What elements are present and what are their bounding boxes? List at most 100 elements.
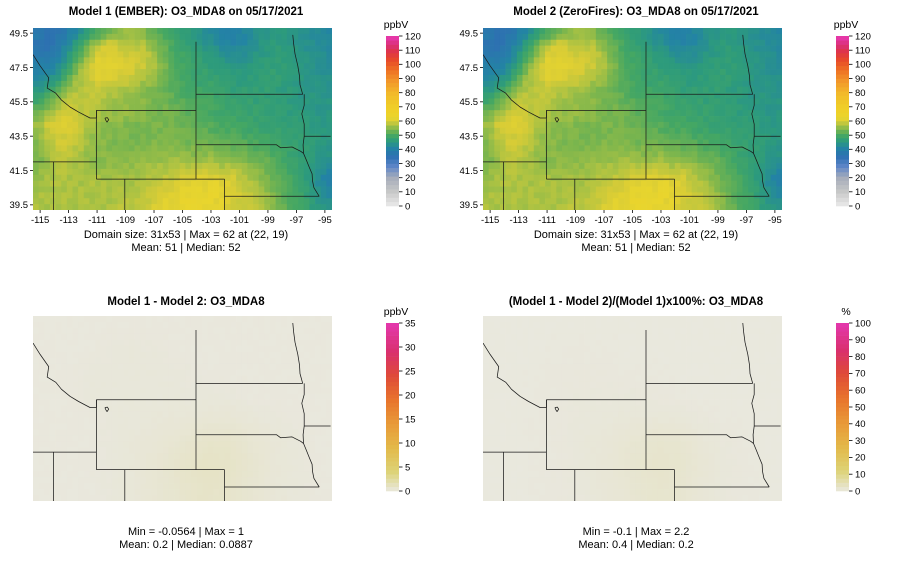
lake-outline [104, 117, 110, 123]
svg-text:70: 70 [405, 102, 416, 113]
svg-text:30: 30 [855, 159, 866, 170]
svg-text:-111: -111 [88, 215, 106, 226]
svg-text:80: 80 [855, 88, 866, 99]
svg-text:110: 110 [405, 45, 420, 56]
svg-text:-113: -113 [509, 215, 527, 226]
svg-text:41.5: 41.5 [460, 166, 479, 177]
svg-text:47.5: 47.5 [10, 63, 29, 74]
caption-line2: Mean: 51 | Median: 52 [581, 242, 691, 254]
panel-title-percent-difference: (Model 1 - Model 2)/(Model 1)x100%: O3_M… [508, 296, 764, 308]
svg-text:-101: -101 [680, 215, 699, 226]
lake-outline [104, 406, 110, 412]
x-axis: -115 -113 -111 -109 -107 -105 -103 -101 -99 -97 -9… [481, 210, 782, 226]
svg-text:41.5: 41.5 [10, 166, 29, 177]
svg-text:80: 80 [405, 88, 416, 99]
panel-caption-model2: Domain size: 31x53 | Max = 62 at (22, 19… [463, 229, 809, 255]
state-borders [483, 322, 781, 501]
map-raster [483, 28, 782, 210]
map-raster [33, 28, 332, 210]
svg-text:-95: -95 [318, 215, 332, 226]
lake-outline [554, 406, 560, 412]
svg-text:43.5: 43.5 [460, 131, 479, 142]
map-model1: -115 -113 -111 -109 -107 -105 -103 -101 -99 -97 -9… [10, 19, 421, 226]
svg-text:-105: -105 [623, 215, 642, 226]
svg-text:30: 30 [405, 159, 416, 170]
state-borders [33, 34, 331, 210]
map-raster [483, 316, 782, 501]
svg-text:43.5: 43.5 [10, 131, 29, 142]
svg-text:90: 90 [405, 74, 416, 85]
svg-text:45.5: 45.5 [10, 97, 29, 108]
state-borders [483, 34, 781, 210]
svg-text:-115: -115 [481, 215, 499, 226]
svg-text:110: 110 [855, 45, 870, 56]
caption-line1: Domain size: 31x53 | Max = 62 at (22, 19… [533, 229, 739, 241]
svg-text:49.5: 49.5 [460, 28, 479, 39]
panel-title-difference: Model 1 - Model 2: O3_MDA8 [107, 296, 265, 308]
caption-line1: Min = -0.1 | Max = 2.2 [582, 526, 690, 538]
svg-text:-109: -109 [116, 215, 135, 226]
svg-text:100: 100 [855, 60, 871, 71]
caption-line2: Mean: 51 | Median: 52 [131, 242, 241, 254]
svg-text:-105: -105 [173, 215, 192, 226]
panel-difference: 0 5 10 15 20 25 30 35 ppbV Model 1 - Model 2: O3… [0, 290, 450, 579]
svg-text:-97: -97 [290, 215, 304, 226]
svg-text:40: 40 [855, 145, 866, 156]
svg-text:20: 20 [405, 173, 416, 184]
colorbar-unit-label: ppbV [384, 306, 409, 318]
svg-text:20: 20 [855, 173, 866, 184]
svg-text:60: 60 [405, 116, 416, 127]
svg-text:-103: -103 [651, 215, 670, 226]
panel-percent-difference: 0 10 20 30 40 50 60 70 80 90 100% (Model 1 - Model… [450, 290, 900, 579]
svg-text:-103: -103 [201, 215, 220, 226]
svg-text:40: 40 [405, 145, 416, 156]
state-borders [33, 322, 331, 501]
panel-caption-percent-difference: Min = -0.1 | Max = 2.2 Mean: 0.4 | Media… [463, 526, 809, 552]
svg-text:-101: -101 [230, 215, 249, 226]
y-axis: 49.5 47.5 45.5 43.5 41.5 39.5 [10, 28, 33, 211]
panel-caption-model1: Domain size: 31x53 | Max = 62 at (22, 19… [13, 229, 359, 255]
colorbar-unit-label: ppbV [384, 19, 409, 31]
svg-text:39.5: 39.5 [10, 200, 29, 211]
svg-text:10: 10 [855, 187, 866, 198]
svg-text:100: 100 [405, 60, 421, 71]
caption-line1: Domain size: 31x53 | Max = 62 at (22, 19… [83, 229, 289, 241]
svg-text:120: 120 [855, 31, 871, 42]
panel-title-model1: Model 1 (EMBER): O3_MDA8 on 05/17/2021 [68, 6, 304, 18]
svg-text:90: 90 [855, 74, 866, 85]
svg-text:50: 50 [405, 130, 416, 141]
panel-model2: -115 -113 -111 -109 -107 -105 -103 -101 -99 -97 -9… [450, 0, 900, 289]
svg-text:120: 120 [405, 31, 421, 42]
lake-outline [554, 117, 560, 123]
panel-caption-difference: Min = -0.0564 | Max = 1 Mean: 0.2 | Medi… [13, 526, 359, 552]
colorbar-unit-label: % [841, 306, 850, 318]
map-model2: -115 -113 -111 -109 -107 -105 -103 -101 -99 -97 -9… [460, 19, 871, 226]
svg-text:-97: -97 [740, 215, 754, 226]
caption-line1: Min = -0.0564 | Max = 1 [128, 526, 244, 538]
svg-text:70: 70 [855, 102, 866, 113]
svg-text:-111: -111 [538, 215, 556, 226]
y-axis: 49.5 47.5 45.5 43.5 41.5 39.5 [460, 28, 483, 211]
panel-model1: -115 -113 -111 -109 -107 -105 -103 -101 -99 -97 -9… [0, 0, 450, 289]
caption-line2: Mean: 0.2 | Median: 0.0887 [119, 539, 253, 551]
svg-text:-99: -99 [261, 215, 275, 226]
svg-text:0: 0 [855, 201, 860, 212]
svg-text:49.5: 49.5 [10, 28, 29, 39]
svg-text:47.5: 47.5 [460, 63, 479, 74]
svg-text:-99: -99 [711, 215, 725, 226]
svg-text:-109: -109 [566, 215, 585, 226]
svg-text:10: 10 [405, 187, 416, 198]
panel-title-model2: Model 2 (ZeroFires): O3_MDA8 on 05/17/20… [513, 6, 759, 18]
svg-text:-107: -107 [145, 215, 164, 226]
x-axis: -115 -113 -111 -109 -107 -105 -103 -101 -99 -97 -9… [31, 210, 332, 226]
caption-line2: Mean: 0.4 | Median: 0.2 [578, 539, 694, 551]
svg-text:-113: -113 [59, 215, 77, 226]
svg-text:-115: -115 [31, 215, 49, 226]
